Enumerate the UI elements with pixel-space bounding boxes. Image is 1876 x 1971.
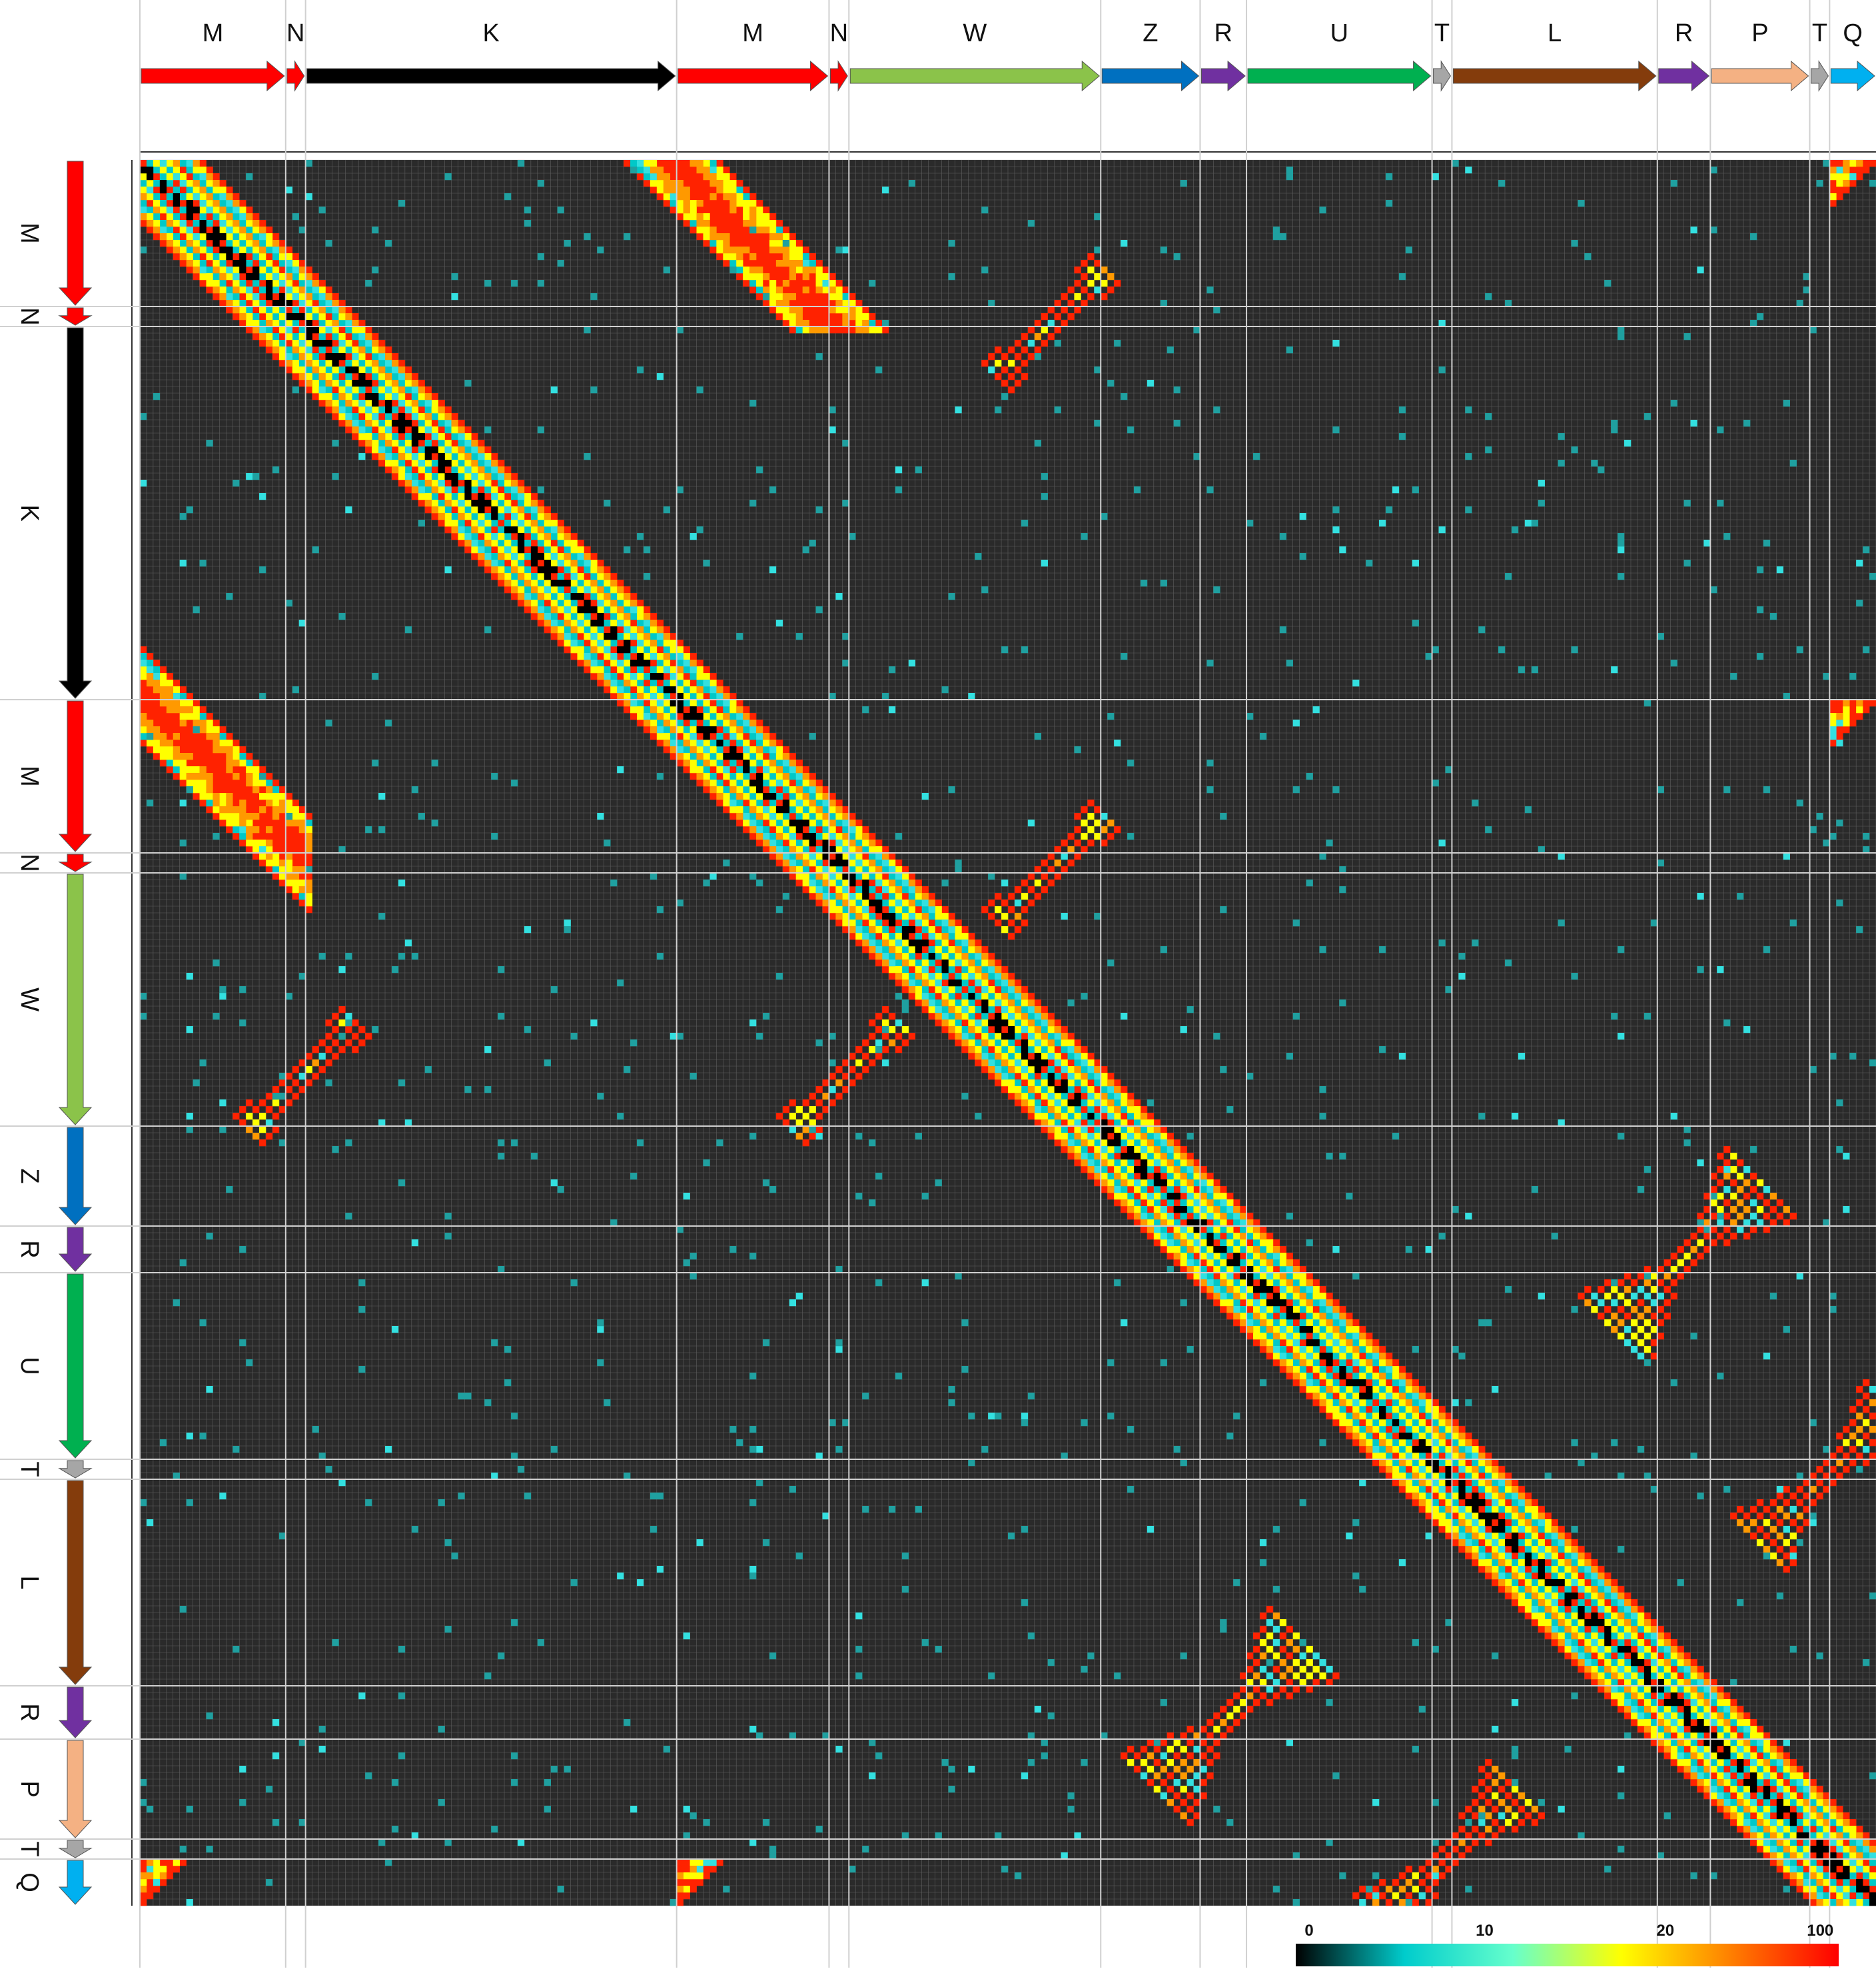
segment-label-side-W: W [15, 987, 43, 1011]
segment-arrow-side-U [58, 1273, 93, 1459]
segment-arrow-U [1247, 60, 1432, 92]
segment-arrow-side-K [58, 327, 93, 699]
segment-label-side-M: M [15, 766, 43, 787]
segment-label-R: R [1675, 19, 1693, 47]
segment-arrow-side-Z [58, 1127, 93, 1225]
segment-arrow-side-R [58, 1686, 93, 1738]
segment-arrow-side-R [58, 1227, 93, 1272]
segment-label-N: N [830, 19, 848, 47]
segment-arrow-side-N [58, 307, 93, 326]
colorbar-tick-label: 10 [1476, 1922, 1494, 1940]
segment-label-side-T: T [15, 1841, 43, 1856]
segment-arrow-side-L [58, 1480, 93, 1685]
segment-label-side-K: K [15, 504, 43, 521]
segment-arrow-M [141, 60, 285, 92]
colorbar-gradient [1296, 1944, 1839, 1966]
segment-arrow-Q [1830, 60, 1875, 92]
segment-label-side-N: N [15, 307, 43, 325]
segment-label-L: L [1548, 19, 1562, 47]
segment-label-T: T [1812, 19, 1827, 47]
segment-label-K: K [482, 19, 499, 47]
segment-arrow-T [1433, 60, 1452, 92]
colorbar: 0 10 20 100 [1296, 1922, 1839, 1966]
segment-label-R: R [1214, 19, 1232, 47]
segment-arrow-M [678, 60, 829, 92]
segment-label-side-T: T [15, 1461, 43, 1477]
colorbar-tick-label: 100 [1807, 1922, 1833, 1940]
segment-label-M: M [742, 19, 763, 47]
segment-arrow-side-T [58, 1840, 93, 1858]
segment-label-T: T [1434, 19, 1450, 47]
colorbar-tick-label: 0 [1304, 1922, 1313, 1940]
segment-label-Z: Z [1143, 19, 1158, 47]
segment-arrow-P [1711, 60, 1809, 92]
segment-arrow-N [286, 60, 305, 92]
identity-cells [140, 167, 1876, 1906]
segment-label-side-N: N [15, 854, 43, 872]
segment-arrow-side-M [58, 161, 93, 306]
segment-arrow-R [1200, 60, 1246, 92]
segment-arrow-R [1658, 60, 1710, 92]
segment-label-N: N [286, 19, 304, 47]
segment-arrow-K [306, 60, 676, 92]
segment-arrow-T [1811, 60, 1829, 92]
side-segment-track: M N K M N W Z R U T L R P T Q [15, 160, 133, 1906]
segment-arrow-side-Q [58, 1860, 93, 1905]
segment-arrow-side-P [58, 1740, 93, 1838]
segment-arrow-side-N [58, 854, 93, 872]
segment-arrow-side-T [58, 1460, 93, 1479]
segment-arrow-N [829, 60, 848, 92]
segment-label-side-Q: Q [15, 1872, 43, 1892]
segment-arrow-Z [1101, 60, 1200, 92]
segment-arrow-side-W [58, 874, 93, 1125]
colorbar-tick-label: 20 [1656, 1922, 1674, 1940]
segment-label-W: W [963, 19, 987, 47]
segment-label-Q: Q [1843, 19, 1863, 47]
segment-label-side-R: R [15, 1703, 43, 1721]
segment-label-P: P [1751, 19, 1768, 47]
segment-arrow-L [1452, 60, 1657, 92]
segment-arrow-side-M [58, 700, 93, 852]
segment-label-side-M: M [15, 223, 43, 244]
segment-label-side-U: U [15, 1357, 43, 1375]
segment-label-side-R: R [15, 1240, 43, 1258]
segment-label-U: U [1330, 19, 1348, 47]
segment-label-side-P: P [15, 1780, 43, 1797]
segment-label-M: M [203, 19, 224, 47]
segment-label-side-L: L [15, 1575, 43, 1589]
segment-arrow-W [849, 60, 1101, 92]
segment-label-side-Z: Z [15, 1168, 43, 1183]
